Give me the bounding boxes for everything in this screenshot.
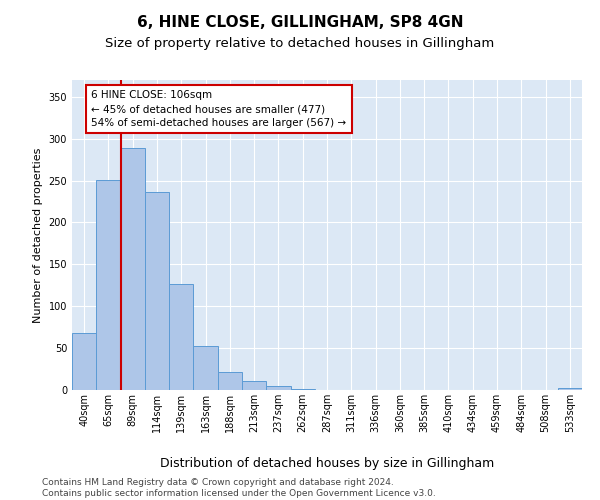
Text: 6 HINE CLOSE: 106sqm
← 45% of detached houses are smaller (477)
54% of semi-deta: 6 HINE CLOSE: 106sqm ← 45% of detached h… <box>91 90 347 128</box>
Text: Distribution of detached houses by size in Gillingham: Distribution of detached houses by size … <box>160 458 494 470</box>
Bar <box>72 333 96 390</box>
Text: Size of property relative to detached houses in Gillingham: Size of property relative to detached ho… <box>106 38 494 51</box>
Bar <box>218 372 242 390</box>
Bar <box>121 148 145 390</box>
Y-axis label: Number of detached properties: Number of detached properties <box>33 148 43 322</box>
Bar <box>290 389 315 390</box>
Bar <box>96 180 121 390</box>
Text: Contains HM Land Registry data © Crown copyright and database right 2024.
Contai: Contains HM Land Registry data © Crown c… <box>42 478 436 498</box>
Bar <box>558 388 582 390</box>
Bar <box>193 346 218 390</box>
Bar <box>266 386 290 390</box>
Bar <box>169 284 193 390</box>
Bar <box>145 192 169 390</box>
Bar <box>242 381 266 390</box>
Text: 6, HINE CLOSE, GILLINGHAM, SP8 4GN: 6, HINE CLOSE, GILLINGHAM, SP8 4GN <box>137 15 463 30</box>
